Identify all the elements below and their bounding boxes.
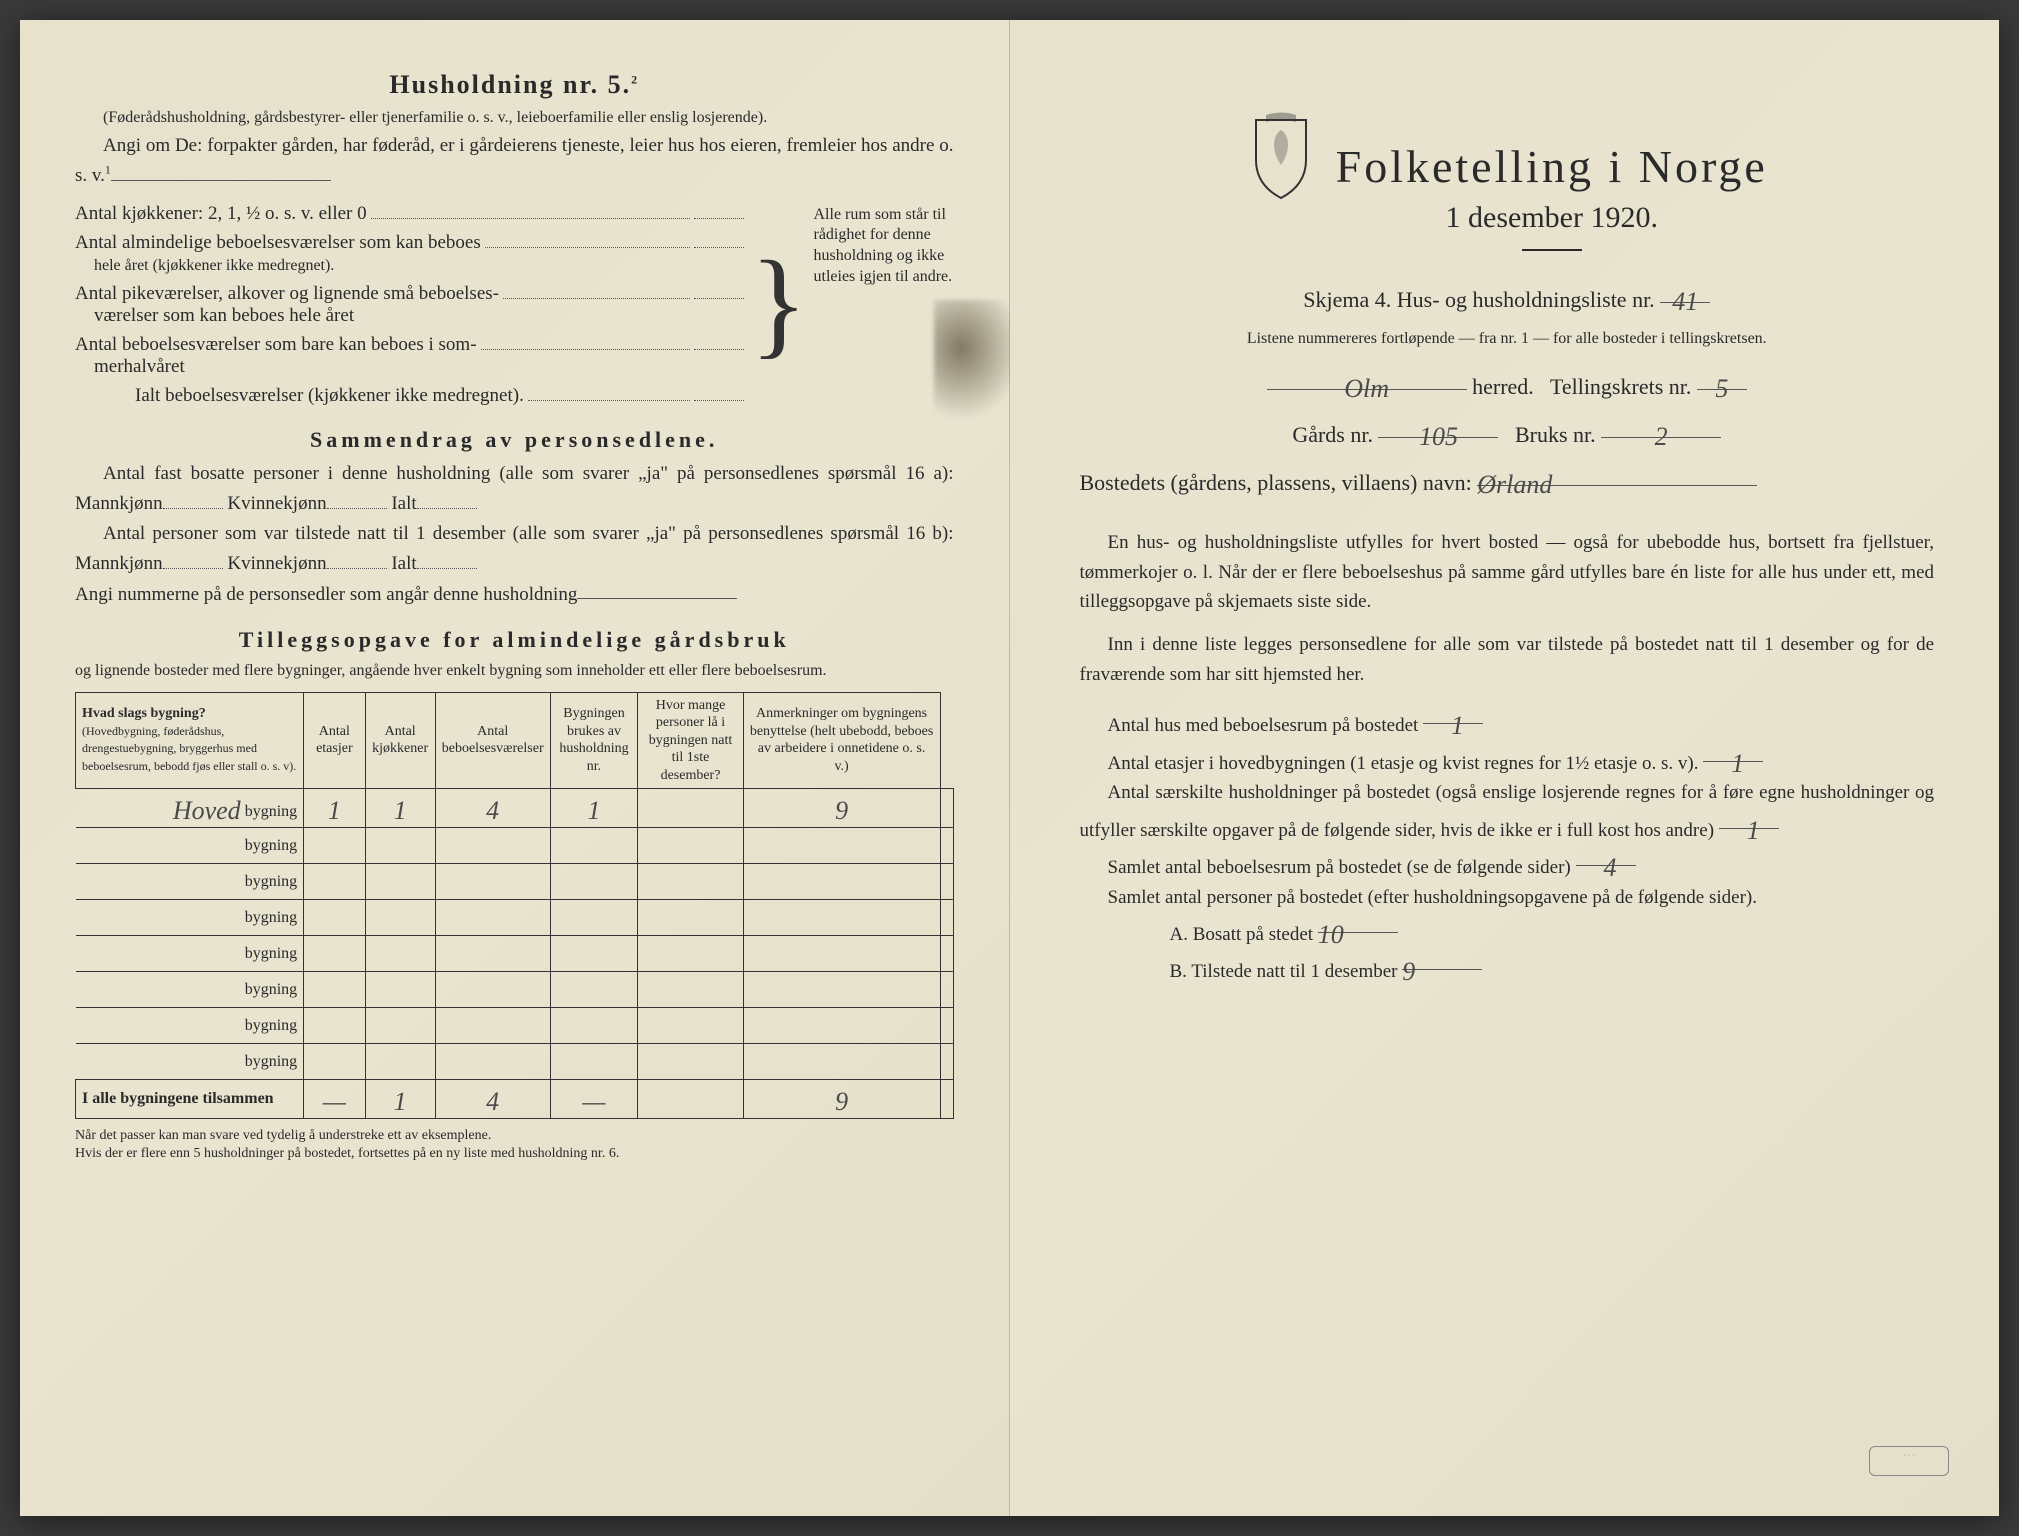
census-date: 1 desember 1920. (1336, 201, 1768, 235)
table-row: bygning (76, 828, 954, 864)
intro-paren: (Føderådshusholdning, gårdsbestyrer- ell… (75, 106, 954, 131)
table-sum-row: I alle bygningene tilsammen—14—9 (76, 1080, 954, 1119)
rooms-year-row: Antal almindelige beboelsesværelser som … (75, 227, 744, 276)
th-household: Bygningen brukes av husholdning nr. (550, 692, 638, 789)
intro-instruction: Angi om De: forpakter gården, har føderå… (75, 131, 954, 191)
form-number-line: Skjema 4. Hus- og husholdningsliste nr. … (1080, 279, 1935, 317)
kitchens-row: Antal kjøkkener: 2, 1, ½ o. s. v. eller … (75, 199, 744, 226)
census-title: Folketelling i Norge (1336, 140, 1768, 193)
right-header: Folketelling i Norge 1 desember 1920. (1080, 110, 1935, 269)
footnote-1: Når det passer kan man svare ved tydelig… (75, 1127, 954, 1163)
table-row: bygning (76, 1044, 954, 1080)
table-row: bygning (76, 1008, 954, 1044)
q5-line: Samlet antal personer på bostedet (efter… (1080, 883, 1935, 912)
q2-line: Antal etasjer i hovedbygningen (1 etasje… (1080, 741, 1935, 778)
bosted-line: Bostedets (gårdens, plassens, villaens) … (1080, 462, 1935, 500)
qa-line: A. Bosatt på stedet 10 (1080, 912, 1935, 949)
th-type: Hvad slags bygning? (Hovedbygning, føder… (76, 692, 304, 789)
table-row: bygning (76, 900, 954, 936)
numbering-note: Listene nummereres fortløpende — fra nr.… (1080, 327, 1935, 352)
rooms-block: Antal kjøkkener: 2, 1, ½ o. s. v. eller … (75, 197, 954, 409)
table-row: Hoved bygning11419 (76, 789, 954, 828)
divider (1522, 249, 1582, 251)
th-persons: Hvor mange personer lå i bygningen natt … (638, 692, 743, 789)
q1-line: Antal hus med beboelsesrum på bostedet 1 (1080, 703, 1935, 740)
table-row: bygning (76, 864, 954, 900)
brace-icon: } (744, 255, 814, 351)
qb-line: B. Tilstede natt til 1 desember 9 (1080, 949, 1935, 986)
right-page: Folketelling i Norge 1 desember 1920. Sk… (1010, 20, 2000, 1516)
rooms-summer-row: Antal beboelsesværelser som bare kan beb… (75, 329, 744, 378)
herred-line: Olm herred. Tellingskrets nr. 5 (1080, 366, 1935, 404)
brace-note: Alle rum som står til rådighet for denne… (814, 197, 954, 409)
instruction-p2: Inn i denne liste legges personsedlene f… (1080, 630, 1935, 689)
rooms-total-row: Ialt beboelsesværelser (kjøkkener ikke m… (75, 380, 744, 407)
q3-line: Antal særskilte husholdninger på bostede… (1080, 778, 1935, 845)
th-rooms: Antal beboelsesværelser (435, 692, 550, 789)
rooms-small-row: Antal pikeværelser, alkover og lignende … (75, 278, 744, 327)
printer-stamp: · · · (1869, 1446, 1949, 1476)
th-floors: Antal etasjer (304, 692, 365, 789)
summary-line-1: Antal fast bosatte personer i denne hush… (75, 459, 954, 519)
gard-line: Gårds nr. 105 Bruks nr. 2 (1080, 414, 1935, 452)
summary-line-3: Angi nummerne på de personsedler som ang… (75, 579, 954, 609)
household-heading: Husholdning nr. 5.2 (75, 70, 954, 100)
table-row: bygning (76, 972, 954, 1008)
building-table: Hvad slags bygning? (Hovedbygning, føder… (75, 692, 954, 1120)
tillegg-sub: og lignende bosteder med flere bygninger… (75, 659, 954, 684)
th-notes: Anmerkninger om bygningens benyttelse (h… (743, 692, 940, 789)
tillegg-heading: Tilleggsopgave for almindelige gårdsbruk (75, 627, 954, 653)
th-kitchens: Antal kjøkkener (365, 692, 435, 789)
table-row: bygning (76, 936, 954, 972)
left-page: Husholdning nr. 5.2 (Føderådshusholdning… (20, 20, 1010, 1516)
instruction-p1: En hus- og husholdningsliste utfylles fo… (1080, 528, 1935, 616)
summary-heading: Sammendrag av personsedlene. (75, 427, 954, 453)
document-spread: Husholdning nr. 5.2 (Føderådshusholdning… (20, 20, 1999, 1516)
coat-of-arms-icon (1246, 110, 1316, 200)
q4-line: Samlet antal beboelsesrum på bostedet (s… (1080, 845, 1935, 882)
summary-line-2: Antal personer som var tilstede natt til… (75, 519, 954, 579)
